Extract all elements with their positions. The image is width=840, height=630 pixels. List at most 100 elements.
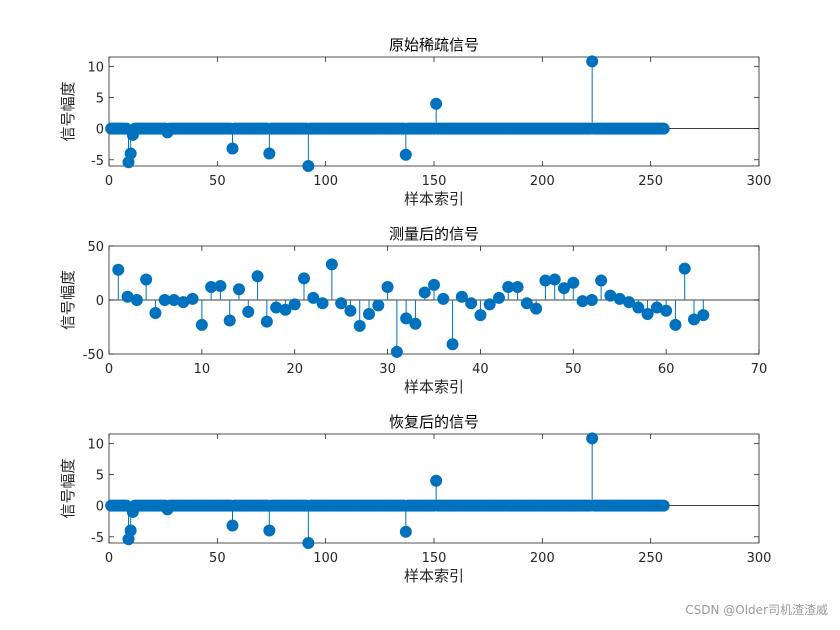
stem-marker <box>558 282 570 295</box>
x-tick-label: 20 <box>286 362 303 377</box>
y-tick-label: 0 <box>96 500 104 515</box>
stem-marker <box>474 309 487 322</box>
stem-marker <box>372 299 385 312</box>
y-tick-label: -5 <box>91 531 104 546</box>
stem-marker <box>678 262 691 275</box>
stem-series <box>105 55 670 172</box>
x-tick-label: 100 <box>313 174 338 189</box>
stem-marker <box>260 315 273 328</box>
chart-title: 测量后的信号 <box>389 225 479 243</box>
stem-marker <box>226 519 239 532</box>
stem-marker <box>149 306 162 319</box>
stem-marker <box>530 302 543 315</box>
x-tick-label: 10 <box>194 362 211 377</box>
stem-marker <box>263 524 276 537</box>
y-tick-label: 0 <box>96 294 104 309</box>
stem-marker <box>585 294 598 306</box>
stem-marker <box>233 283 245 296</box>
stem-marker <box>409 317 422 330</box>
axes-box <box>108 56 760 167</box>
stem-marker <box>567 276 580 289</box>
stem-marker <box>697 309 710 322</box>
stem-marker <box>586 432 599 445</box>
stem-marker <box>520 297 533 310</box>
x-tick-label: 100 <box>313 551 338 566</box>
y-tick-label: 10 <box>87 437 104 452</box>
watermark: CSDN @Older司机渣渣威 <box>685 603 828 617</box>
stem-marker <box>298 272 310 285</box>
stem-marker <box>390 345 403 358</box>
x-tick-label: 250 <box>638 174 663 189</box>
stem-marker <box>214 279 227 292</box>
stem-marker <box>400 312 413 325</box>
stem-marker <box>288 298 301 311</box>
axes-box <box>108 433 760 544</box>
y-tick-label: 5 <box>96 91 104 106</box>
stem-marker <box>353 319 366 332</box>
x-axis-label: 样本索引 <box>404 378 464 396</box>
stem-marker <box>641 308 654 321</box>
stem-marker <box>140 273 153 286</box>
chart-title: 原始稀疏信号 <box>389 36 479 54</box>
y-axis-label: 信号幅度 <box>59 458 77 518</box>
x-axis-label: 样本索引 <box>404 567 464 585</box>
stem-marker <box>586 55 599 68</box>
x-tick-label: 0 <box>105 362 113 377</box>
x-tick-label: 300 <box>747 551 772 566</box>
stem-marker <box>446 338 459 351</box>
y-axis-label: 信号幅度 <box>59 270 77 330</box>
stem-marker <box>511 281 524 294</box>
stem-marker <box>335 297 348 310</box>
stem-marker <box>325 258 338 271</box>
x-tick-label: 250 <box>638 551 663 566</box>
stem-marker <box>112 263 125 276</box>
stem-marker <box>316 297 329 310</box>
stem-marker <box>430 97 443 110</box>
x-tick-label: 150 <box>422 551 447 566</box>
stem-marker <box>437 292 450 305</box>
stem-marker <box>657 499 670 512</box>
stem-marker <box>124 524 137 537</box>
x-tick-label: 30 <box>379 362 396 377</box>
stem-marker <box>623 296 635 309</box>
y-tick-label: 10 <box>87 60 104 75</box>
stem-series <box>112 258 710 358</box>
stem-marker <box>130 294 143 306</box>
x-tick-label: 40 <box>472 362 489 377</box>
stem-marker <box>242 305 255 318</box>
x-tick-label: 150 <box>422 174 447 189</box>
y-axis-label: 信号幅度 <box>59 81 77 141</box>
stem-marker <box>399 525 412 538</box>
y-tick-label: 5 <box>96 468 104 483</box>
stem-marker <box>279 303 292 316</box>
y-tick-label: 0 <box>96 123 104 138</box>
stem-series <box>105 432 670 549</box>
stem-marker <box>381 281 394 294</box>
stem-marker <box>263 147 276 160</box>
stem-marker <box>595 274 608 287</box>
stem-marker <box>302 537 315 549</box>
stem-marker <box>363 308 375 321</box>
stem-marker <box>428 278 440 291</box>
x-tick-label: 200 <box>530 551 555 566</box>
stem-marker <box>548 273 561 286</box>
stem-marker <box>307 291 320 304</box>
stem-marker <box>493 291 505 304</box>
stem-marker <box>186 292 199 305</box>
stem-marker <box>399 148 412 161</box>
stem-marker <box>418 286 431 299</box>
x-tick-label: 60 <box>658 362 675 377</box>
x-tick-label: 50 <box>209 551 226 566</box>
stem-marker <box>302 160 315 172</box>
stem-marker <box>465 297 478 310</box>
stem-marker <box>657 122 670 135</box>
stem-marker <box>632 301 645 314</box>
y-tick-label: -5 <box>91 154 104 169</box>
x-axis-label: 样本索引 <box>404 190 464 208</box>
stem-marker <box>455 290 468 303</box>
y-tick-label: 50 <box>87 240 104 255</box>
x-tick-label: 200 <box>530 174 555 189</box>
y-tick-label: -50 <box>83 348 104 363</box>
